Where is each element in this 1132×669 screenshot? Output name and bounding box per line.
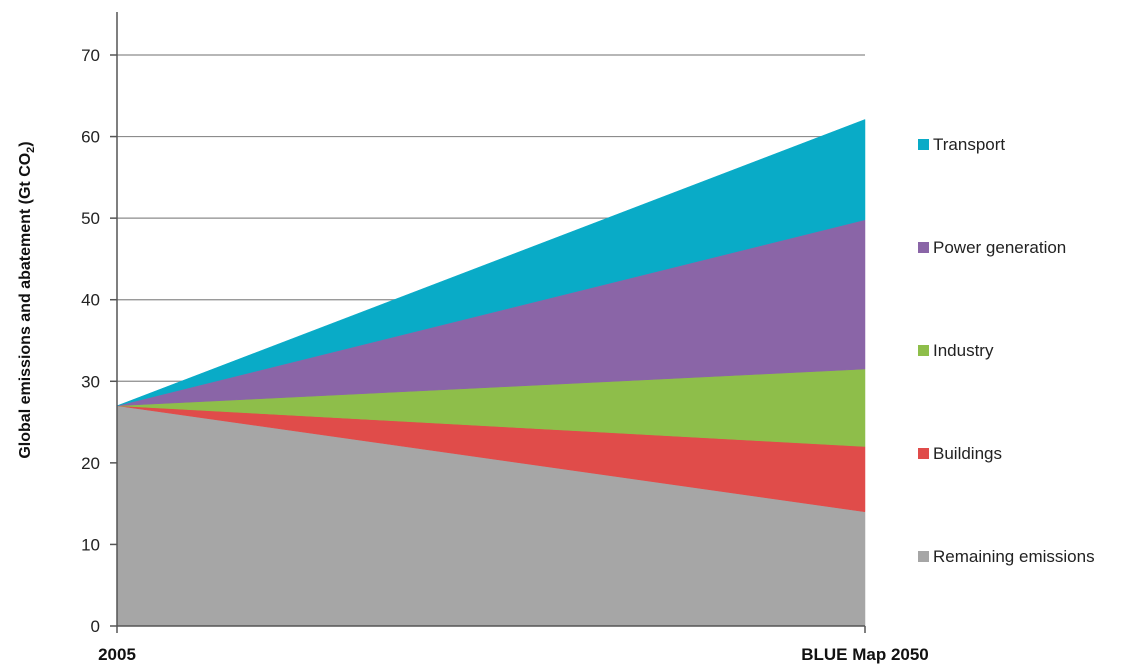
legend: Transport Power generation Industry Buildin…	[918, 135, 1095, 566]
y-tick-label: 40	[81, 291, 100, 310]
x-tick-label: 2005	[98, 645, 136, 664]
legend-swatch	[918, 139, 929, 150]
legend-label: Buildings	[933, 444, 1002, 463]
y-tick-label: 50	[81, 209, 100, 228]
y-tick-label: 10	[81, 535, 100, 554]
y-tick-label: 70	[81, 46, 100, 65]
stacked-areas	[116, 119, 866, 627]
y-tick-label: 30	[81, 372, 100, 391]
y-tick-label: 20	[81, 454, 100, 473]
y-axis-title: Global emissions and abatement (Gt CO2)	[17, 141, 37, 458]
legend-label: Remaining emissions	[933, 547, 1095, 566]
y-tick-label: 60	[81, 128, 100, 147]
y-tick-label: 0	[91, 617, 100, 636]
legend-swatch	[918, 448, 929, 459]
legend-swatch	[918, 551, 929, 562]
y-tick-labels: 0 10 20 30 40 50 60 70	[81, 46, 100, 636]
x-tick-labels: 2005 BLUE Map 2050	[98, 645, 929, 664]
legend-swatch	[918, 242, 929, 253]
legend-swatch	[918, 345, 929, 356]
axes	[110, 12, 866, 633]
legend-label: Power generation	[933, 238, 1066, 257]
legend-label: Industry	[933, 341, 994, 360]
legend-label: Transport	[933, 135, 1005, 154]
area-transport	[116, 119, 866, 406]
x-tick-label: BLUE Map 2050	[801, 645, 929, 664]
